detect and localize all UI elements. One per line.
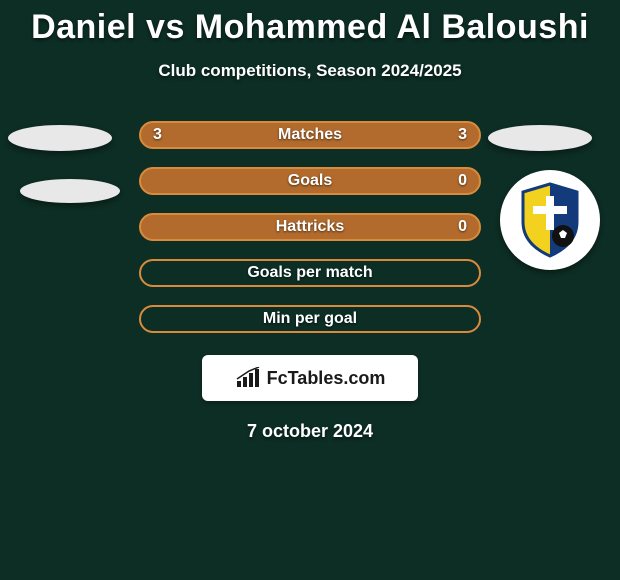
player-right-club-badge: [500, 170, 600, 270]
chart-icon: [235, 367, 261, 389]
stat-label: Matches: [278, 126, 342, 144]
stat-bar: Goals 0: [139, 167, 481, 195]
comparison-area: 3 Matches 3 Goals 0 Hattricks 0 Goals per match…: [0, 121, 620, 442]
stat-bar: Min per goal: [139, 305, 481, 333]
date-text: 7 october 2024: [0, 421, 620, 442]
stat-bar: 3 Matches 3: [139, 121, 481, 149]
stat-bar: Hattricks 0: [139, 213, 481, 241]
stat-bars: 3 Matches 3 Goals 0 Hattricks 0 Goals per match…: [139, 121, 481, 333]
stat-bar: Goals per match: [139, 259, 481, 287]
subtitle: Club competitions, Season 2024/2025: [0, 61, 620, 81]
stat-label: Goals: [288, 172, 332, 190]
stat-value-right: 0: [458, 172, 467, 190]
page-title: Daniel vs Mohammed Al Baloushi: [0, 0, 620, 47]
player-left-avatar-1: [8, 125, 112, 151]
stat-value-left: 3: [153, 126, 162, 144]
stat-value-right: 3: [458, 126, 467, 144]
player-left-avatar-2: [20, 179, 120, 203]
stat-value-right: 0: [458, 218, 467, 236]
stat-label: Goals per match: [247, 264, 372, 282]
player-right-avatar-1: [488, 125, 592, 151]
footer-brand-box: FcTables.com: [202, 355, 418, 401]
stat-label: Hattricks: [276, 218, 344, 236]
stat-label: Min per goal: [263, 310, 357, 328]
footer-brand-text: FcTables.com: [267, 368, 386, 389]
